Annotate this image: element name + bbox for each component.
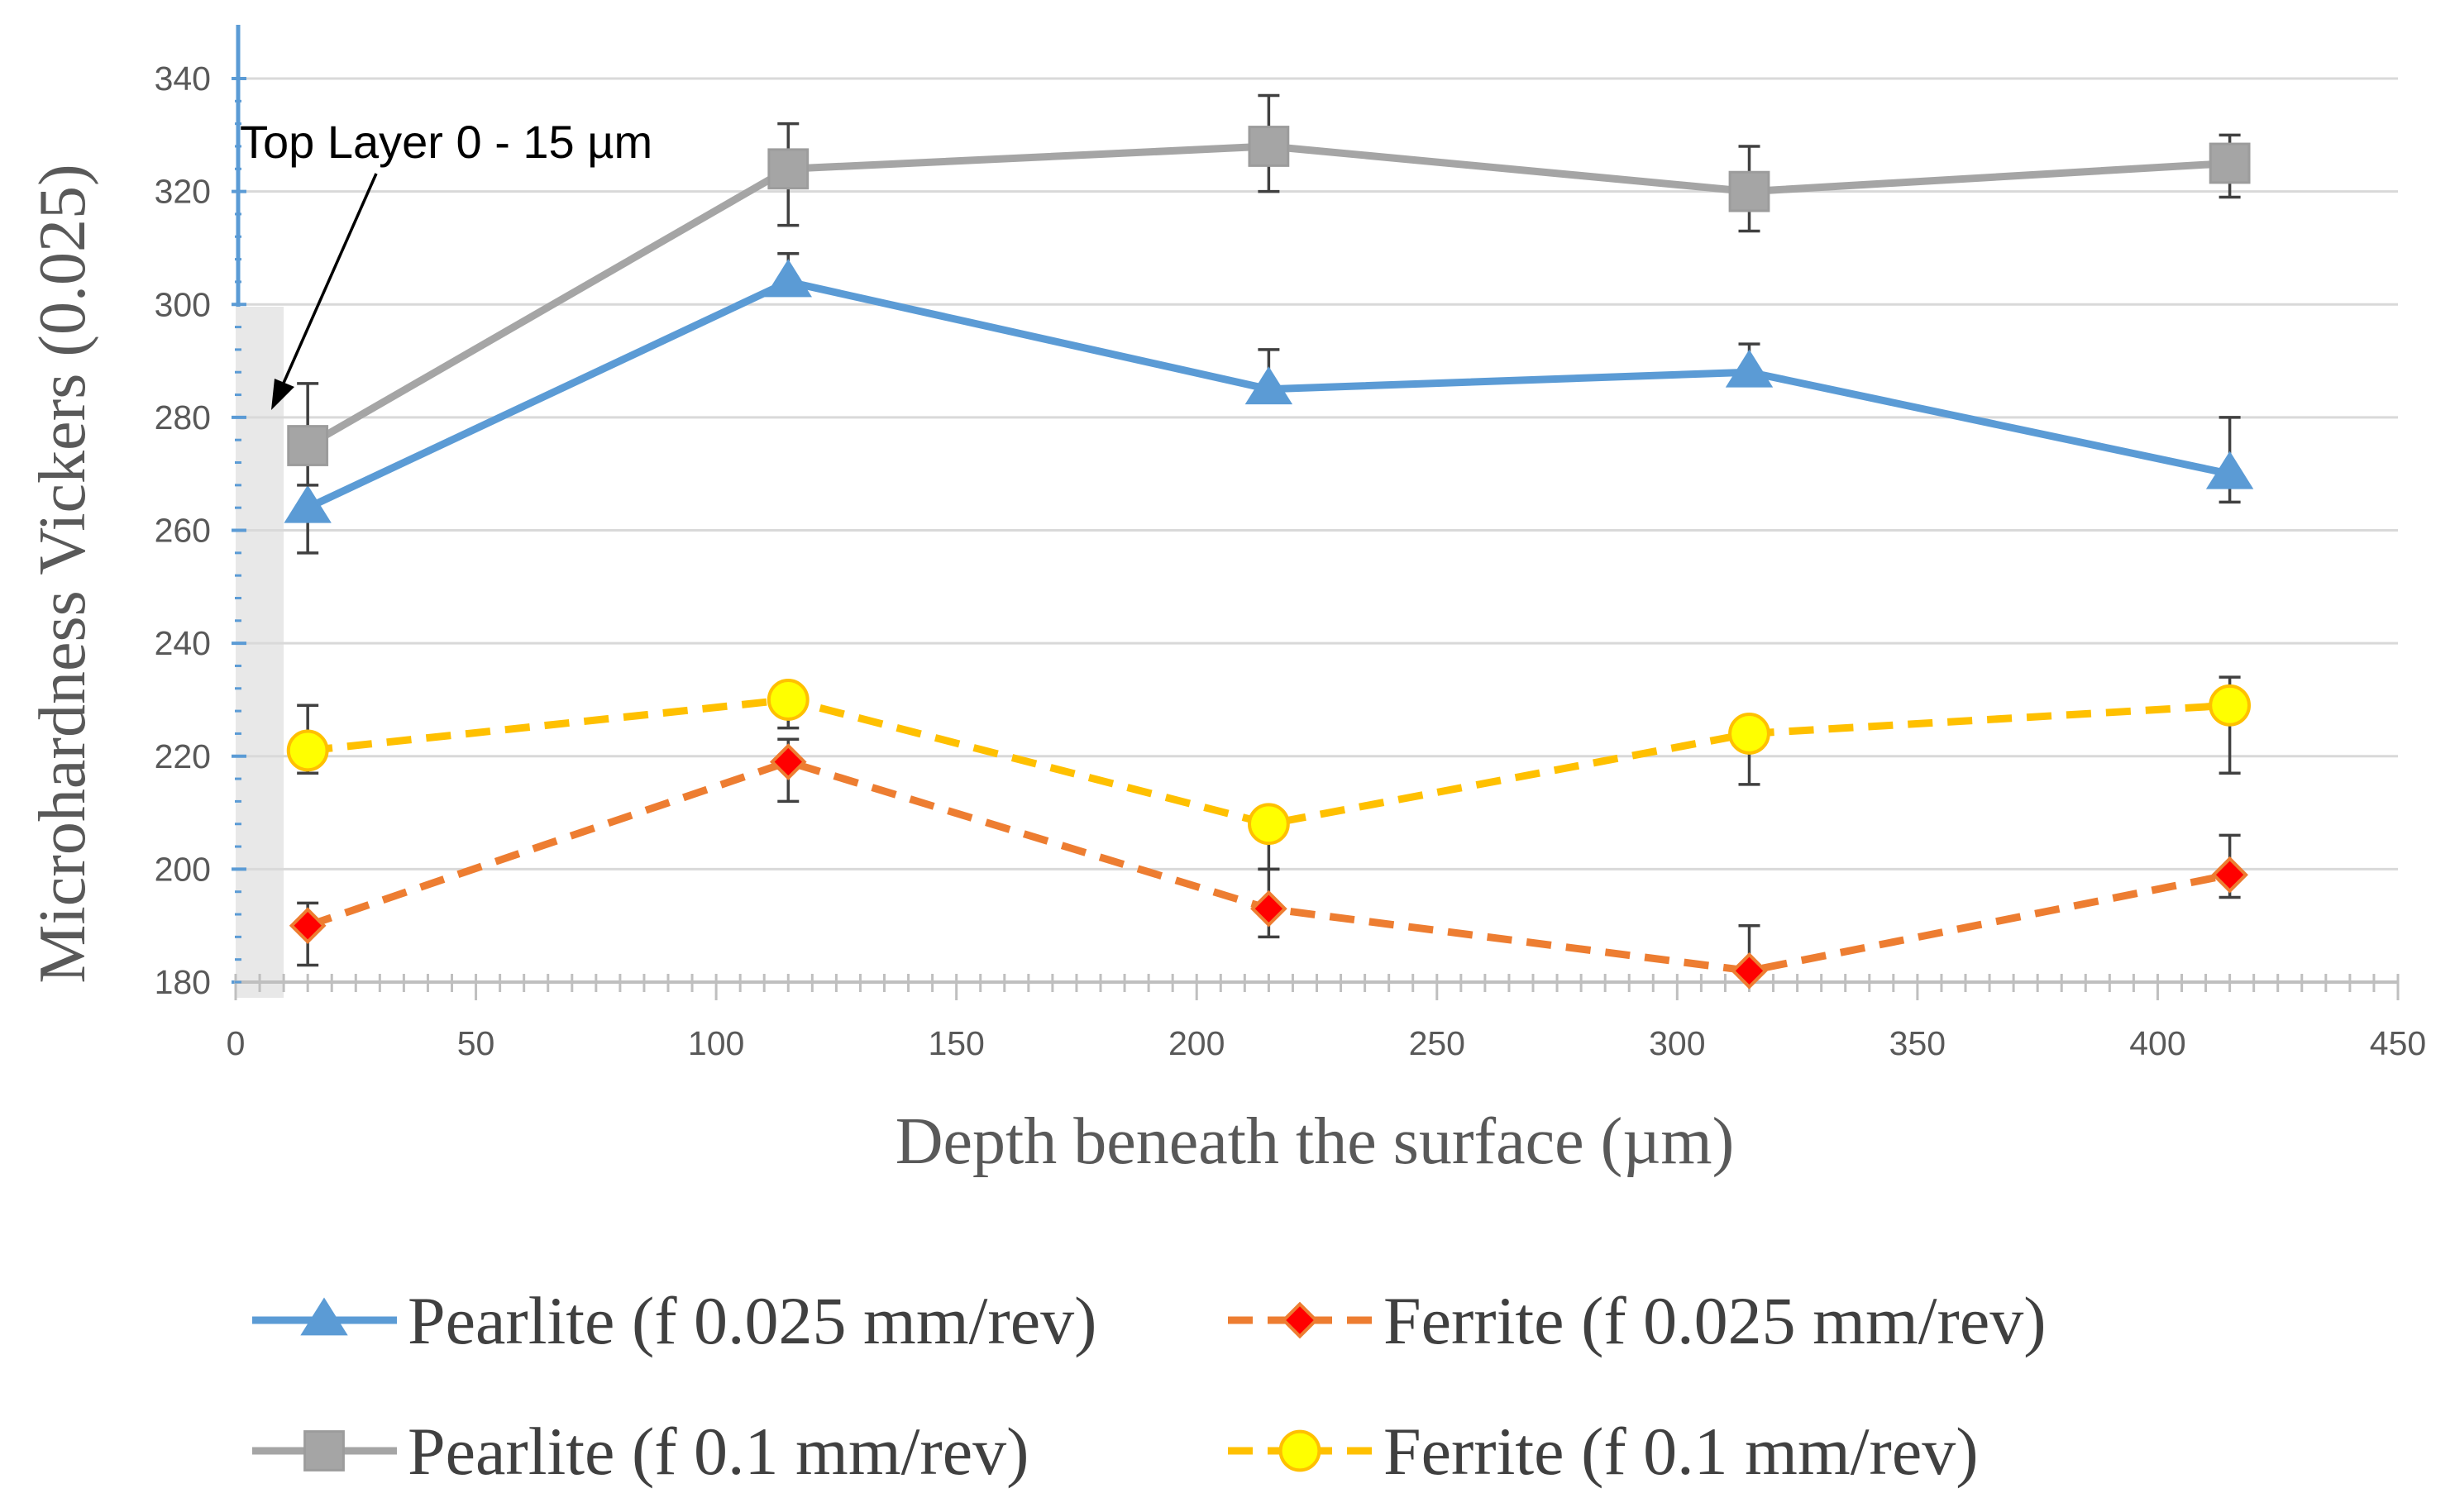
- x-tick-label: 100: [688, 1024, 744, 1062]
- series-line: [307, 695, 2230, 828]
- y-tick-label: 280: [155, 398, 211, 436]
- legend-item: Pearlite (f 0.025 mm/rev): [252, 1283, 1096, 1358]
- annotation-arrow-head: [271, 379, 294, 410]
- marker-diamond: [1281, 1301, 1319, 1339]
- series-layer: [284, 93, 2254, 990]
- y-tick-label: 300: [155, 285, 211, 323]
- legend-item: Ferrite (f 0.1 mm/rev): [1228, 1414, 1979, 1489]
- x-tick-label: 400: [2129, 1024, 2185, 1062]
- legend-label: Pearlite (f 0.025 mm/rev): [408, 1283, 1096, 1358]
- marker-triangle: [1244, 366, 1293, 405]
- y-tick-label: 220: [155, 737, 211, 775]
- legend-item: Ferrite (f 0.025 mm/rev): [1228, 1283, 2047, 1358]
- y-tick-label: 200: [155, 850, 211, 888]
- y-tick-label: 180: [155, 963, 211, 1001]
- y-tick-label: 340: [155, 60, 211, 98]
- x-tick-label: 450: [2370, 1024, 2426, 1062]
- x-tick-labels: 0 50 100 150 200 250 300 350 400 450: [227, 1024, 2427, 1062]
- series-0: [284, 252, 2254, 555]
- legend-label: Ferrite (f 0.1 mm/rev): [1383, 1414, 1979, 1489]
- marker-square: [2209, 142, 2251, 184]
- annotation-label: Top Layer 0 - 15 µm: [240, 116, 652, 168]
- series-3: [286, 675, 2252, 871]
- x-tick-label: 50: [457, 1024, 495, 1062]
- x-tick-label: 0: [227, 1024, 246, 1062]
- marker-square: [303, 1430, 345, 1471]
- marker-diamond: [1731, 952, 1768, 990]
- marker-triangle: [2205, 451, 2254, 489]
- marker-circle: [286, 729, 329, 772]
- series-2: [287, 93, 2251, 487]
- y-axis-title: Microhardness Vickers (0.025): [26, 164, 99, 983]
- y-tick-label: 240: [155, 624, 211, 662]
- marker-triangle: [284, 484, 332, 523]
- x-tick-label: 250: [1409, 1024, 1465, 1062]
- top-layer-annotation: Top Layer 0 - 15 µm: [240, 116, 652, 410]
- marker-triangle: [764, 259, 812, 298]
- marker-square: [1728, 170, 1770, 212]
- gridlines: [232, 77, 2398, 984]
- minor-ticks: [234, 77, 2400, 1000]
- marker-square: [287, 425, 329, 466]
- annotation-arrow-line: [279, 173, 378, 389]
- x-tick-label: 200: [1168, 1024, 1225, 1062]
- marker-diamond: [289, 907, 327, 945]
- legend-item: Pearlite (f 0.1 mm/rev): [252, 1414, 1029, 1489]
- marker-circle: [2209, 684, 2252, 727]
- y-tick-labels: 180 200 220 240 260 280 300 320 340: [155, 60, 211, 1001]
- marker-circle: [1728, 713, 1770, 755]
- marker-triangle: [300, 1297, 348, 1336]
- x-tick-label: 350: [1889, 1024, 1946, 1062]
- marker-triangle: [1725, 349, 1774, 388]
- marker-diamond: [1250, 890, 1287, 928]
- legend-label: Pearlite (f 0.1 mm/rev): [408, 1414, 1029, 1489]
- x-axis-title: Depth beneath the surface (µm): [896, 1105, 1735, 1178]
- top-layer-band: [236, 307, 284, 998]
- legend: Pearlite (f 0.025 mm/rev) Ferrite (f 0.02…: [252, 1283, 2047, 1489]
- y-tick-label: 260: [155, 512, 211, 550]
- marker-diamond: [2211, 856, 2248, 894]
- marker-circle: [1247, 803, 1290, 846]
- legend-label: Ferrite (f 0.025 mm/rev): [1383, 1283, 2047, 1358]
- marker-diamond: [769, 743, 807, 780]
- series-1: [289, 737, 2248, 990]
- marker-square: [767, 148, 810, 190]
- marker-circle: [1278, 1429, 1321, 1472]
- x-tick-label: 300: [1649, 1024, 1705, 1062]
- marker-square: [1248, 126, 1290, 167]
- marker-circle: [767, 679, 810, 721]
- x-tick-label: 150: [928, 1024, 984, 1062]
- y-tick-label: 320: [155, 173, 211, 211]
